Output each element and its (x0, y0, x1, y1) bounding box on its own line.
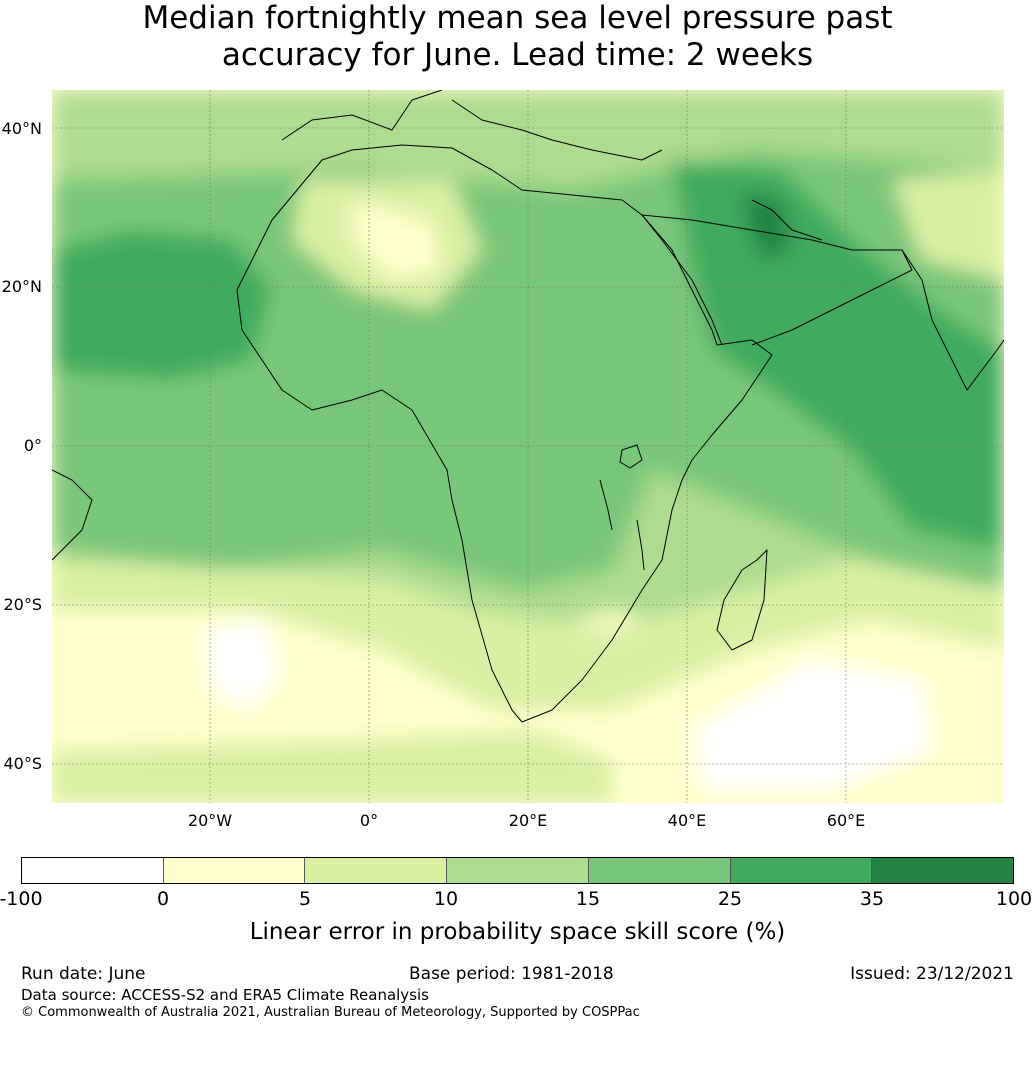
copyright: © Commonwealth of Australia 2021, Austra… (21, 1005, 640, 1020)
lake-malawi (636, 519, 645, 571)
colorbar-tick: 100 (995, 888, 1033, 910)
lat-label-40n: 40°N (1, 119, 42, 138)
issued-date: Issued: 23/12/2021 (850, 964, 1014, 984)
field-white-west (202, 620, 282, 710)
field-sahara-lightest (352, 200, 442, 280)
run-date: Run date: June (21, 964, 146, 984)
lon-label-20w: 20°W (187, 811, 233, 830)
field-white-east (692, 660, 932, 790)
map-title: Median fortnightly mean sea level pressu… (0, 0, 1035, 74)
africa-coastline (236, 144, 773, 723)
lake-victoria (619, 444, 643, 469)
colorbar-segment-2 (163, 858, 306, 883)
lon-label-40e: 40°E (667, 811, 707, 830)
field-band-25-35-atlantic (52, 230, 272, 380)
colorbar-label: Linear error in probability space skill … (249, 919, 786, 945)
field-south-light-2 (52, 730, 612, 803)
colorbar-tick: 5 (298, 888, 312, 910)
colorbar (21, 857, 1014, 884)
lat-label-20s: 20°S (3, 595, 42, 614)
field-band-25-35-indian (672, 160, 1004, 550)
data-source: Data source: ACCESS-S2 and ERA5 Climate … (21, 986, 429, 1004)
persian-gulf (751, 199, 823, 241)
colorbar-segment-6 (730, 858, 873, 883)
mediterranean-north (281, 90, 663, 161)
colorbar-tick: 35 (859, 888, 885, 910)
colorbar-segment-4 (447, 858, 589, 883)
coastlines (52, 90, 1004, 723)
colorbar-tick: 10 (433, 888, 459, 910)
title-line-1: Median fortnightly mean sea level pressu… (142, 0, 893, 36)
lon-label-20e: 20°E (508, 811, 548, 830)
title-line-2: accuracy for June. Lead time: 2 weeks (221, 37, 814, 73)
colorbar-tick: 0 (156, 888, 170, 910)
skill-score-map (52, 90, 1004, 803)
colorbar-tick: 15 (575, 888, 601, 910)
india-coastline (901, 249, 1004, 391)
field-band-35-100 (742, 190, 792, 260)
madagascar (716, 549, 768, 651)
south-america-tip (52, 469, 93, 561)
colorbar-segment-7 (872, 858, 1014, 883)
colorbar-segment-5 (588, 858, 731, 883)
lat-label-20n: 20°N (1, 277, 42, 296)
colorbar-segment-1 (22, 858, 164, 883)
colorbar-segment-3 (305, 858, 448, 883)
field-iran-light (892, 170, 1004, 280)
lon-label-60e: 60°E (826, 811, 866, 830)
lake-tanganyika (599, 479, 613, 531)
red-sea (641, 214, 723, 346)
lon-label-0: 0° (359, 811, 379, 830)
colorbar-tick: -100 (0, 888, 43, 910)
lat-label-0: 0° (23, 436, 42, 455)
gridlines (52, 90, 1004, 803)
colorbar-tick: 25 (717, 888, 743, 910)
lat-label-40s: 40°S (3, 754, 42, 773)
base-period: Base period: 1981-2018 (409, 964, 614, 984)
